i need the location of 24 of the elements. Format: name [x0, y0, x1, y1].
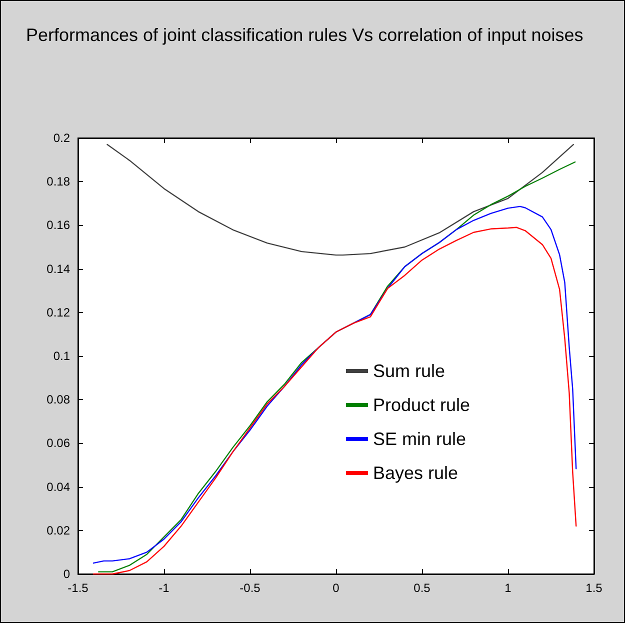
- x-tick-label: 0.5: [414, 581, 431, 595]
- x-tick-label: -0.5: [240, 581, 261, 595]
- x-tick-label: -1: [158, 581, 170, 595]
- chart-title: Performances of joint classification rules Vs correlation of input noises: [26, 25, 584, 45]
- y-tick-label: 0.12: [46, 305, 70, 320]
- x-tick-label: 1.5: [586, 581, 603, 595]
- legend-label: SE min rule: [373, 429, 466, 449]
- y-tick-label: 0.04: [46, 480, 70, 494]
- x-tick-label: -1.5: [68, 581, 89, 595]
- y-tick-label: 0.2: [53, 131, 70, 145]
- y-tick-label: 0.06: [46, 436, 70, 450]
- legend-label: Product rule: [373, 395, 470, 415]
- legend-label: Sum rule: [373, 361, 446, 381]
- y-tick-label: 0.02: [46, 523, 70, 538]
- x-tick-label: 0: [332, 581, 340, 595]
- y-tick-label: 0.08: [46, 392, 70, 407]
- y-tick-label: 0.1: [53, 349, 70, 363]
- y-tick-label: 0.18: [46, 174, 70, 189]
- legend-label: Bayes rule: [373, 463, 458, 483]
- y-tick-label: 0: [63, 567, 70, 581]
- line-series: [106, 144, 574, 256]
- x-tick-label: 1: [504, 581, 512, 595]
- y-tick-label: 0.14: [46, 262, 70, 276]
- y-tick-label: 0.16: [46, 218, 70, 232]
